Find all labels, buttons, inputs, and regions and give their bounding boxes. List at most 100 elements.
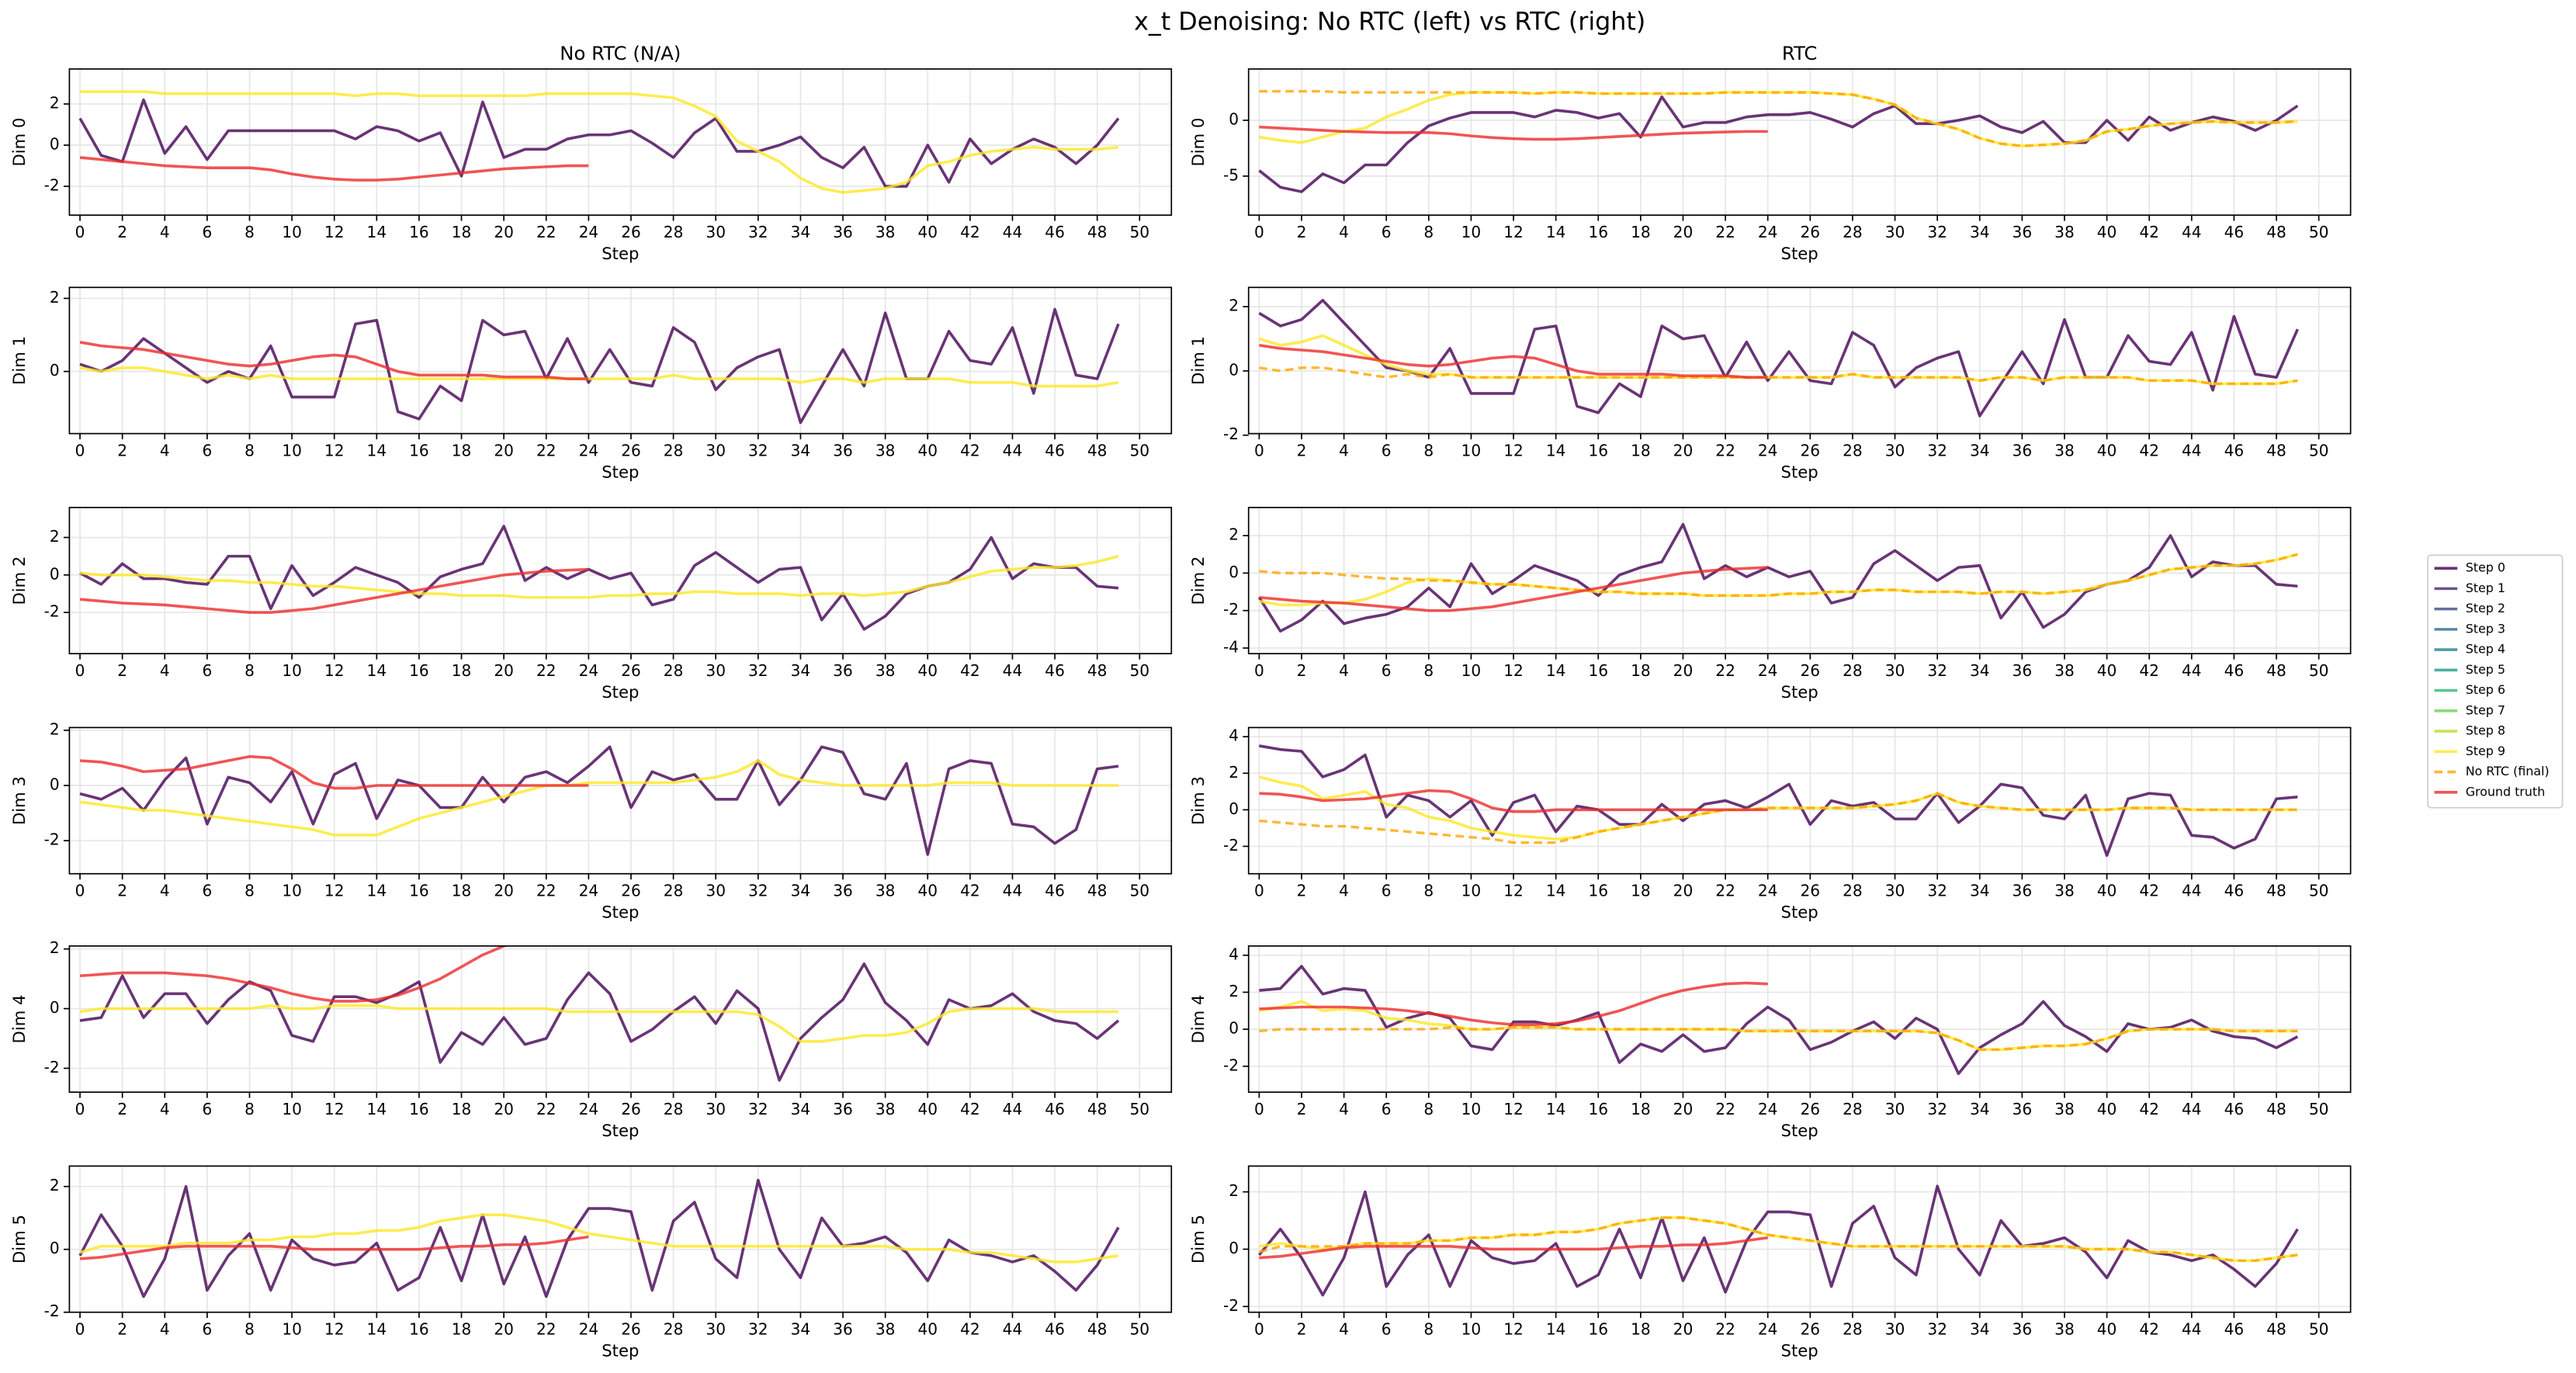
x-tick-label: 10 bbox=[1461, 1319, 1482, 1338]
x-tick-label: 38 bbox=[875, 1100, 896, 1118]
x-tick-label: 28 bbox=[664, 223, 684, 241]
x-tick-label: 2 bbox=[117, 1319, 127, 1338]
x-tick-label: 28 bbox=[664, 661, 684, 680]
x-tick-label: 2 bbox=[117, 882, 127, 900]
x-tick-label: 30 bbox=[706, 661, 726, 680]
lines bbox=[1258, 299, 2299, 418]
x-tick-label: 18 bbox=[1631, 441, 1651, 459]
x-tick-label: 22 bbox=[536, 1100, 556, 1118]
x-tick-label: 50 bbox=[2309, 1319, 2329, 1338]
series-line bbox=[1259, 1216, 2298, 1263]
series-line bbox=[1258, 775, 2298, 841]
x-tick-label: 24 bbox=[1758, 1319, 1778, 1338]
x-tick-label: 30 bbox=[1885, 441, 1905, 459]
axes-frame bbox=[68, 507, 1173, 655]
x-tick-label: 26 bbox=[621, 223, 641, 241]
series-line bbox=[1259, 344, 1768, 379]
x-tick-label: 6 bbox=[1382, 441, 1392, 459]
x-tick-label: 46 bbox=[2224, 223, 2245, 241]
x-tick-label: 44 bbox=[1003, 1100, 1023, 1118]
x-tick-label: 18 bbox=[452, 441, 472, 459]
x-tick-label: 20 bbox=[494, 661, 514, 680]
x-tick-label: 28 bbox=[664, 1319, 684, 1338]
x-tick-label: 10 bbox=[282, 441, 302, 459]
x-tick-label: 18 bbox=[452, 223, 472, 241]
x-tick-label: 44 bbox=[1003, 882, 1023, 900]
x-tick-label: 0 bbox=[75, 1100, 85, 1118]
axes-frame bbox=[1247, 726, 2352, 875]
x-tick-label: 44 bbox=[2182, 1319, 2202, 1338]
x-tick-label: 30 bbox=[1885, 882, 1905, 900]
x-tick-label: 46 bbox=[1045, 1100, 1065, 1118]
x-tick-label: 6 bbox=[1382, 882, 1392, 900]
y-axis-label: Dim 3 bbox=[9, 776, 29, 825]
x-axis-label: Step bbox=[1781, 1340, 1818, 1360]
x-tick-label: 36 bbox=[833, 1319, 853, 1338]
x-tick-label: 6 bbox=[202, 223, 212, 241]
x-tick-label: 20 bbox=[494, 223, 514, 241]
x-tick-label: 6 bbox=[1382, 1319, 1392, 1338]
x-tick-label: 42 bbox=[2139, 661, 2159, 680]
x-tick-label: 26 bbox=[621, 441, 641, 459]
y-tick-label: 2 bbox=[1229, 525, 1239, 544]
x-tick-label: 36 bbox=[833, 441, 853, 459]
x-tick-label: 14 bbox=[1546, 1319, 1566, 1338]
axes-frame bbox=[68, 726, 1173, 875]
x-tick-label: 22 bbox=[1715, 1100, 1735, 1118]
x-tick-label: 22 bbox=[536, 441, 556, 459]
x-tick-label: 2 bbox=[117, 441, 127, 459]
x-tick-label: 24 bbox=[579, 1100, 599, 1118]
y-tick-label: 0 bbox=[50, 135, 60, 154]
x-tick-label: 16 bbox=[409, 223, 429, 241]
x-tick-label: 30 bbox=[706, 441, 726, 459]
series-line bbox=[78, 1178, 1120, 1298]
x-tick-label: 6 bbox=[1382, 1100, 1392, 1118]
y-axis-label: Dim 3 bbox=[1188, 776, 1208, 825]
x-tick-label: 42 bbox=[2139, 441, 2159, 459]
lines bbox=[1257, 1184, 2299, 1297]
x-tick-label: 42 bbox=[960, 1100, 980, 1118]
x-tick-label: 38 bbox=[2054, 661, 2075, 680]
y-tick-label: -2 bbox=[1223, 1056, 1239, 1074]
x-tick-label: 4 bbox=[160, 1319, 170, 1338]
y-axis-label: Dim 1 bbox=[9, 336, 29, 385]
x-tick-label: 22 bbox=[536, 882, 556, 900]
series-line bbox=[79, 945, 509, 1003]
x-tick-label: 24 bbox=[1758, 1100, 1778, 1118]
series-line bbox=[1258, 95, 2299, 193]
x-tick-label: 6 bbox=[202, 441, 212, 459]
y-tick-label: -4 bbox=[1223, 637, 1239, 656]
panel: 0 2 4 6 8 10 12 14 16 18 20 22 24 26 28 30 32 34 36 38 40 42 4… bbox=[1188, 726, 2352, 922]
x-tick-label: 50 bbox=[1130, 1100, 1150, 1118]
x-tick-label: 8 bbox=[1423, 1100, 1434, 1118]
x-tick-label: 38 bbox=[875, 661, 896, 680]
x-tick-label: 26 bbox=[1801, 1319, 1821, 1338]
legend-label: Step 1 bbox=[2466, 581, 2505, 595]
lines bbox=[79, 745, 1119, 856]
x-tick-label: 30 bbox=[706, 882, 726, 900]
legend-label: Step 6 bbox=[2466, 682, 2505, 697]
x-tick-label: 46 bbox=[2224, 661, 2245, 680]
x-tick-label: 8 bbox=[244, 1100, 255, 1118]
x-tick-label: 12 bbox=[324, 441, 345, 459]
x-axis-label: Step bbox=[602, 1340, 639, 1360]
x-tick-label: 38 bbox=[2054, 1319, 2075, 1338]
y-tick-label: -5 bbox=[1223, 165, 1239, 184]
x-tick-label: 44 bbox=[1003, 223, 1023, 241]
x-tick-label: 10 bbox=[1461, 882, 1482, 900]
x-tick-label: 8 bbox=[244, 441, 255, 459]
x-tick-label: 16 bbox=[1588, 223, 1608, 241]
x-tick-label: 24 bbox=[579, 661, 599, 680]
axes-frame bbox=[1247, 507, 2352, 655]
x-tick-label: 38 bbox=[875, 882, 896, 900]
x-tick-label: 4 bbox=[160, 1100, 170, 1118]
axes-frame bbox=[1247, 1165, 2352, 1313]
x-tick-label: 14 bbox=[1546, 661, 1566, 680]
panel: 0 2 4 6 8 10 12 14 16 18 20 22 24 26 28 30 32 34 36 38 40 42 4… bbox=[9, 938, 1173, 1140]
x-tick-label: 28 bbox=[1843, 441, 1863, 459]
x-tick-label: 42 bbox=[960, 223, 980, 241]
x-tick-label: 16 bbox=[409, 661, 429, 680]
y-tick-label: 0 bbox=[50, 361, 60, 380]
y-tick-label: 0 bbox=[50, 998, 60, 1017]
series-line bbox=[1259, 789, 1768, 813]
